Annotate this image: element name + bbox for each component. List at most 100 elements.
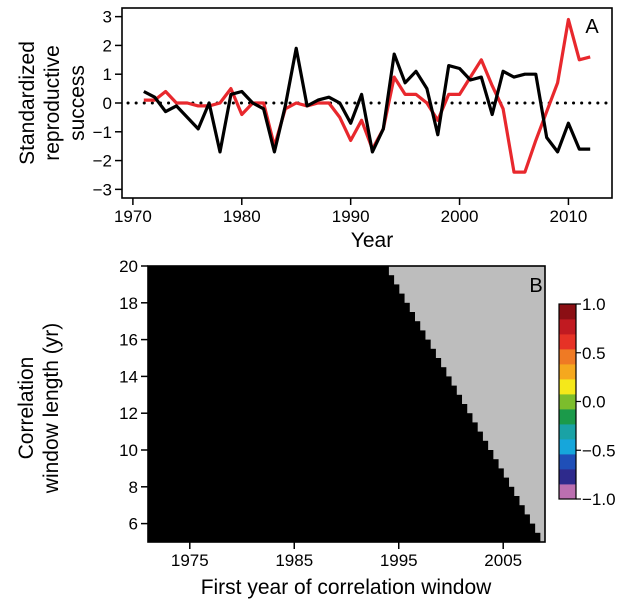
heatmap-cell: [398, 367, 405, 377]
heatmap-cell: [492, 486, 499, 497]
heatmap-cell: [184, 450, 191, 460]
heatmap-cell: [231, 358, 238, 368]
heatmap-cell: [148, 523, 154, 534]
heatmap-cell: [351, 266, 358, 276]
heatmap-cell: [377, 348, 384, 359]
heatmap-cell: [508, 523, 515, 534]
heatmap-cell: [226, 275, 233, 285]
heatmap-cell: [367, 348, 374, 359]
heatmap-cell: [153, 523, 160, 534]
heatmap-cell: [309, 302, 316, 313]
heatmap-cell: [184, 523, 191, 534]
heatmap-cell: [294, 404, 301, 414]
heatmap-cell: [294, 302, 301, 313]
heatmap-cell: [184, 348, 191, 359]
heatmap-cell: [529, 532, 536, 542]
heatmap-cell: [456, 514, 463, 525]
heatmap-cell: [419, 431, 426, 442]
heatmap-cell: [210, 505, 217, 515]
heatmap-cell: [205, 477, 212, 488]
heatmap-cell: [231, 312, 238, 322]
heatmap-cell: [398, 348, 405, 359]
heatmap-cell: [330, 404, 337, 414]
heatmap-cell: [189, 514, 196, 525]
heatmap-cell: [393, 532, 400, 542]
heatmap-cell: [179, 422, 186, 433]
heatmap-cell: [236, 468, 243, 479]
heatmap-cell: [383, 440, 389, 451]
heatmap-cell: [356, 385, 363, 396]
heatmap-cell: [148, 404, 154, 414]
heatmap-cell: [367, 523, 374, 534]
heatmap-cell: [273, 275, 280, 285]
heatmap-cell: [184, 321, 191, 331]
heatmap-cell: [372, 339, 379, 350]
heatmap-cell: [330, 477, 337, 488]
heatmap-cell: [315, 321, 321, 331]
heatmap-cell: [440, 532, 447, 542]
heatmap-cell: [148, 532, 154, 542]
heatmap-cell: [242, 477, 248, 488]
heatmap-cell: [247, 266, 254, 276]
heatmap-cell: [367, 358, 374, 368]
heatmap-cell: [325, 302, 332, 313]
heatmap-cell: [309, 514, 316, 525]
heatmap-cell: [315, 459, 321, 469]
heatmap-cell: [215, 321, 222, 331]
heatmap-cell: [268, 468, 274, 479]
heatmap-cell: [356, 275, 363, 285]
heatmap-cell: [221, 404, 227, 414]
heatmap-cell: [210, 477, 217, 488]
heatmap-cell: [242, 496, 248, 506]
heatmap-cell: [205, 450, 212, 460]
heatmap-cell: [325, 431, 332, 442]
colorbar-swatch: [559, 439, 576, 455]
heatmap-cell: [372, 477, 379, 488]
heatmap-cell: [268, 266, 274, 276]
heatmap-cell: [356, 376, 363, 387]
heatmap-cell: [351, 523, 358, 534]
heatmap-cell: [252, 532, 259, 542]
heatmap-cell: [372, 450, 379, 460]
heatmap-cell: [205, 275, 212, 285]
heatmap-cell: [189, 440, 196, 451]
heatmap-cell: [419, 477, 426, 488]
heatmap-cell: [200, 358, 207, 368]
heatmap-cell: [210, 348, 217, 359]
heatmap-cell: [325, 339, 332, 350]
heatmap-cell: [294, 348, 301, 359]
heatmap-cell: [257, 275, 264, 285]
heatmap-cell: [252, 404, 259, 414]
heatmap-cell: [262, 431, 269, 442]
heatmap-cell: [242, 367, 248, 377]
heatmap-cell: [273, 523, 280, 534]
heatmap-cell: [158, 486, 165, 497]
heatmap-cell: [377, 440, 384, 451]
heatmap-cell: [325, 394, 332, 405]
heatmap-cell: [351, 422, 358, 433]
heatmap-cell: [268, 385, 274, 396]
heatmap-cell: [189, 459, 196, 469]
heatmap-cell: [325, 367, 332, 377]
heatmap-cell: [153, 266, 160, 276]
heatmap-cell: [351, 532, 358, 542]
heatmap-cell: [393, 450, 400, 460]
heatmap-cell: [325, 385, 332, 396]
heatmap-cell: [268, 532, 274, 542]
heatmap-cell: [445, 440, 452, 451]
heatmap-cell: [388, 376, 395, 387]
heatmap-cell: [362, 440, 368, 451]
colorbar-swatch: [559, 484, 576, 500]
heatmap-cell: [315, 266, 321, 276]
heatmap-cell: [200, 477, 207, 488]
heatmap-cell: [315, 330, 321, 341]
heatmap-cell: [513, 523, 520, 534]
heatmap-cell: [351, 413, 358, 423]
heatmap-cell: [430, 468, 436, 479]
heatmap-cell: [320, 330, 327, 341]
heatmap-cell: [299, 321, 306, 331]
heatmap-cell: [168, 358, 175, 368]
heatmap-cell: [304, 532, 311, 542]
heatmap-cell: [247, 486, 254, 497]
heatmap-cell: [278, 376, 285, 387]
